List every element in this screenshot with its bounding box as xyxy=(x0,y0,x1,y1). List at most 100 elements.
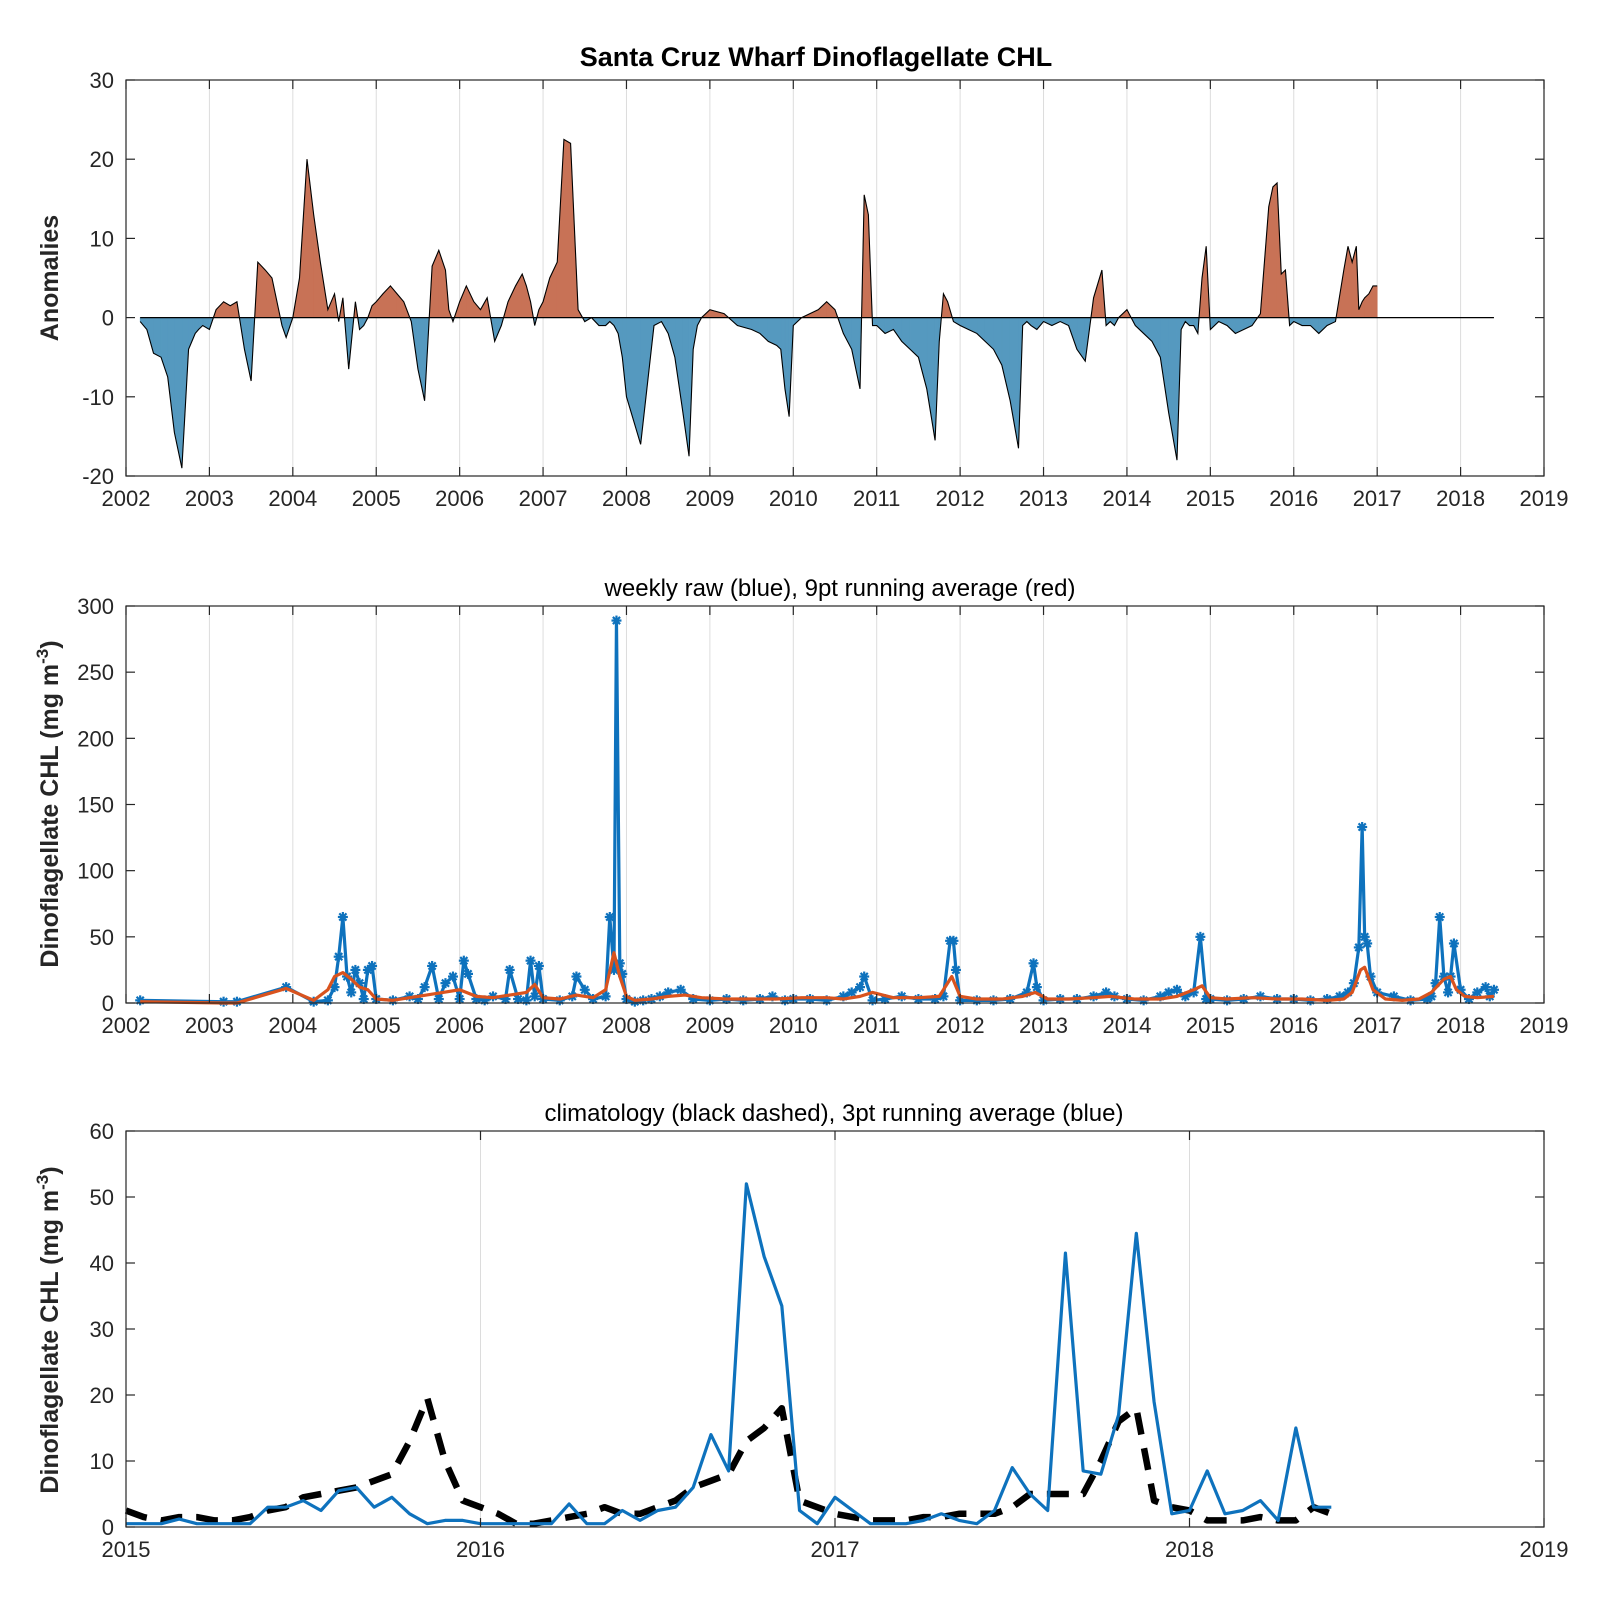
weekly-raw-marker xyxy=(337,911,348,922)
anomaly-ticks: 2002 2003 2004 2005 2006 2007 2008 2009 2010 2011… xyxy=(82,68,1568,511)
weekly-raw-marker xyxy=(867,995,878,1006)
anomaly-x-tick-label: 2014 xyxy=(1102,486,1151,511)
anomaly-x-tick-label: 2016 xyxy=(1269,486,1318,511)
weekly-raw-marker-stroke xyxy=(334,952,344,962)
anomaly-area xyxy=(139,138,1494,469)
weekly-x-tick-label: 2017 xyxy=(1353,1013,1402,1038)
anomaly-x-tick-label: 2003 xyxy=(185,486,234,511)
weekly-raw-marker-stroke xyxy=(1481,982,1490,992)
weekly-y-tick-label: 300 xyxy=(77,594,114,619)
anomaly-x-tick-label: 2005 xyxy=(352,486,401,511)
weekly-grid xyxy=(208,606,1462,1003)
anomaly-fill-segment xyxy=(767,317,777,346)
climatology-x-tick-label: 2019 xyxy=(1520,1537,1569,1562)
weekly-raw-marker xyxy=(1357,821,1368,832)
climatology-lines xyxy=(124,1182,1333,1527)
anomaly-panel: Santa Cruz Wharf Dinoflagellate CHL 2002… xyxy=(36,42,1568,511)
climatology-chart-title: climatology (black dashed), 3pt running … xyxy=(545,1100,1124,1127)
anomaly-x-tick-label: 2004 xyxy=(268,486,317,511)
weekly-raw-marker xyxy=(1028,958,1039,969)
anomaly-x-tick-label: 2017 xyxy=(1353,486,1402,511)
anomaly-y-tick-label: 30 xyxy=(90,68,114,93)
weekly-y-tick-label: 150 xyxy=(77,793,114,818)
weekly-x-tick-label: 2005 xyxy=(352,1013,401,1038)
weekly-ticks: 2002 2003 2004 2005 2006 2007 2008 2009 2010 2011… xyxy=(77,594,1568,1038)
weekly-raw-marker xyxy=(1488,984,1499,995)
anomaly-x-tick-label: 2019 xyxy=(1520,486,1569,511)
weekly-raw-marker xyxy=(846,987,857,998)
weekly-y-axis-label-text: Dinoflagellate CHL (mg m xyxy=(36,664,64,968)
weekly-x-tick-label: 2009 xyxy=(685,1013,734,1038)
weekly-raw-marker-stroke xyxy=(463,969,473,979)
weekly-raw-marker xyxy=(1031,982,1042,993)
weekly-lines xyxy=(135,615,1499,1007)
weekly-raw-marker-stroke xyxy=(612,616,621,625)
anomaly-fill-segment xyxy=(563,138,571,318)
anomaly-x-tick-label: 2008 xyxy=(602,486,651,511)
weekly-x-tick-label: 2018 xyxy=(1436,1013,1485,1038)
anomaly-fill-segment xyxy=(1268,186,1274,318)
weekly-raw-marker xyxy=(950,964,961,975)
weekly-raw-marker-stroke xyxy=(351,965,360,975)
weekly-raw-marker-stroke xyxy=(1431,978,1440,988)
weekly-raw-marker-stroke xyxy=(1472,988,1482,997)
weekly-raw-marker xyxy=(1448,938,1459,949)
weekly-raw-marker-stroke xyxy=(505,965,515,975)
weekly-raw-marker-stroke xyxy=(1032,982,1042,992)
weekly-y-tick-label: 100 xyxy=(77,859,114,884)
climatology-running-average-line xyxy=(126,1182,1332,1526)
weekly-y-tick-label: 0 xyxy=(102,991,114,1016)
weekly-raw-marker xyxy=(358,994,369,1005)
weekly-raw-marker-stroke xyxy=(855,982,865,992)
weekly-raw-marker xyxy=(1443,987,1454,998)
weekly-raw-marker-stroke xyxy=(1195,932,1205,942)
weekly-raw-marker xyxy=(1195,931,1206,942)
weekly-x-tick-label: 2010 xyxy=(769,1013,818,1038)
weekly-raw-marker-stroke xyxy=(1360,932,1370,942)
weekly-raw-marker-stroke xyxy=(1357,822,1367,832)
climatology-x-tick-label: 2016 xyxy=(456,1537,505,1562)
weekly-raw-marker-stroke xyxy=(1172,985,1182,995)
anomaly-y-axis-label: Anomalies xyxy=(36,215,64,341)
anomaly-fill-segment xyxy=(872,317,878,326)
weekly-raw-marker xyxy=(367,960,378,971)
weekly-raw-marker xyxy=(447,971,458,982)
anomaly-grid xyxy=(208,80,1462,476)
climatology-grid xyxy=(480,1131,1190,1527)
anomaly-x-tick-label: 2007 xyxy=(519,486,568,511)
weekly-x-tick-label: 2015 xyxy=(1186,1013,1235,1038)
weekly-raw-marker-stroke xyxy=(580,985,590,995)
weekly-y-tick-label: 200 xyxy=(77,726,114,751)
weekly-raw-marker-stroke xyxy=(1449,939,1459,948)
weekly-raw-marker xyxy=(948,935,959,946)
anomaly-axes-box xyxy=(125,79,1545,477)
anomaly-x-tick-label: 2013 xyxy=(1019,486,1068,511)
climatology-y-tick-label: 0 xyxy=(102,1515,114,1540)
weekly-y-tick-label: 50 xyxy=(90,925,114,950)
weekly-raw-marker-stroke xyxy=(534,961,544,971)
weekly-raw-marker-stroke xyxy=(663,988,673,997)
weekly-x-tick-label: 2019 xyxy=(1520,1013,1569,1038)
weekly-chart-title: weekly raw (blue), 9pt running average (… xyxy=(604,575,1076,602)
anomaly-x-tick-label: 2006 xyxy=(435,486,484,511)
weekly-raw-marker-stroke xyxy=(1362,939,1372,948)
weekly-raw-marker xyxy=(525,955,536,966)
weekly-raw-marker xyxy=(504,964,515,975)
weekly-raw-marker-stroke xyxy=(427,961,437,971)
weekly-raw-marker-stroke xyxy=(513,994,523,1004)
weekly-raw-marker-stroke xyxy=(847,988,857,997)
weekly-y-tick-label: 250 xyxy=(77,660,114,685)
weekly-raw-marker-stroke xyxy=(420,982,429,992)
weekly-x-tick-label: 2004 xyxy=(268,1013,317,1038)
anomaly-fill-segment xyxy=(1280,269,1286,318)
weekly-x-tick-label: 2003 xyxy=(185,1013,234,1038)
weekly-raw-marker-stroke xyxy=(1354,943,1364,952)
weekly-raw-marker-stroke xyxy=(1427,992,1436,1001)
climatology-y-tick-label: 60 xyxy=(90,1119,114,1144)
anomaly-x-tick-label: 2011 xyxy=(853,486,900,511)
weekly-raw-marker xyxy=(350,964,361,975)
weekly-raw-marker-stroke xyxy=(459,956,469,966)
weekly-x-tick-label: 2013 xyxy=(1019,1013,1068,1038)
weekly-raw-marker-stroke xyxy=(359,994,369,1004)
